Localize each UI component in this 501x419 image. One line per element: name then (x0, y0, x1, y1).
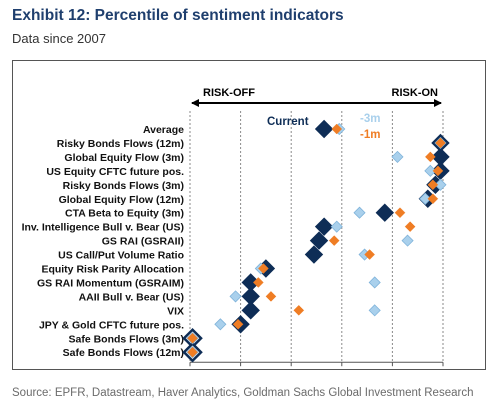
current-marker (309, 231, 329, 250)
chart-title: Exhibit 12: Percentile of sentiment indi… (12, 7, 344, 24)
indicator-label: GS RAI (GSRAII) (102, 236, 184, 248)
one-month-marker (252, 277, 264, 288)
one-month-marker (432, 165, 444, 177)
legend-1m-label: -1m (360, 129, 380, 141)
chart-subtitle: Data since 2007 (12, 31, 106, 46)
three-month-marker (424, 164, 437, 177)
indicator-label: Equity Risk Parity Allocation (41, 264, 184, 276)
indicator-label: Safe Bonds Flows (3m) (68, 333, 184, 345)
risk-direction-bar: RISK-OFF RISK-ON (191, 87, 442, 107)
three-month-marker (401, 234, 414, 247)
risk-off-label: RISK-OFF (203, 87, 255, 99)
one-month-marker (328, 235, 340, 246)
one-month-marker (232, 318, 244, 330)
indicator-label: US Call/Put Volume Ratio (58, 250, 184, 262)
indicator-label: JPY & Gold CFTC future pos. (39, 319, 184, 331)
current-marker (241, 301, 260, 320)
indicator-label: CTA Beta to Equity (3m) (65, 208, 184, 220)
indicator-label: US Equity CFTC future pos. (46, 166, 184, 178)
one-month-marker (427, 179, 439, 191)
three-month-marker (368, 304, 381, 317)
indicator-label: AAII Bull v. Bear (US) (79, 291, 184, 303)
indicator-labels: Average Risky Bonds Flows (12m) Global Equ… (22, 124, 185, 359)
current-marker (314, 119, 334, 139)
one-month-marker (404, 221, 416, 233)
one-month-marker (293, 304, 305, 316)
indicator-label: Inv. Intelligence Bull v. Bear (US) (22, 222, 184, 234)
three-month-marker (353, 206, 366, 219)
indicator-label: Risky Bonds Flows (12m) (57, 138, 184, 150)
one-month-marker (427, 193, 439, 205)
indicator-label: Risky Bonds Flows (3m) (63, 180, 184, 192)
legend-3m-label: -3m (360, 113, 380, 125)
indicator-label: GS RAI Momentum (GSRAIM) (37, 277, 184, 289)
one-month-marker (435, 137, 446, 149)
one-month-marker (187, 346, 198, 358)
current-marker (314, 217, 334, 236)
three-month-marker (214, 318, 227, 331)
one-month-marker (331, 123, 343, 135)
three-month-marker (391, 150, 404, 163)
three-month-marker (434, 178, 447, 191)
current-marker (375, 203, 395, 222)
indicator-label: Global Equity Flow (3m) (64, 152, 184, 164)
three-month-marker (229, 290, 242, 303)
x-axis: 0%20%40%60%80%100% (189, 361, 444, 367)
one-month-marker (265, 291, 277, 302)
one-month-marker (364, 249, 375, 260)
indicator-label: Global Equity Flow (12m) (59, 194, 184, 206)
current-marker (304, 245, 324, 264)
chart-frame: 0%20%40%60%80%100% RISK-OFF RISK-ON Curre… (12, 60, 486, 370)
legend-current-label: Current (267, 116, 309, 128)
indicator-label: Average (143, 124, 184, 136)
source-note: Source: EPFR, Datastream, Haver Analytic… (12, 387, 474, 399)
three-month-marker (330, 220, 343, 233)
indicator-label: Safe Bonds Flows (12m) (63, 347, 184, 359)
legend: Current -3m -1m (267, 113, 380, 141)
one-month-marker (187, 332, 198, 344)
one-month-marker (424, 151, 436, 163)
one-month-marker (258, 263, 269, 274)
three-month-marker (368, 276, 381, 289)
data-markers (182, 119, 450, 363)
risk-on-label: RISK-ON (392, 87, 439, 99)
three-month-marker (419, 192, 432, 205)
one-month-marker (394, 207, 406, 219)
indicator-label: VIX (167, 305, 184, 317)
sentiment-percentile-chart: 0%20%40%60%80%100% RISK-OFF RISK-ON Curre… (22, 87, 450, 367)
